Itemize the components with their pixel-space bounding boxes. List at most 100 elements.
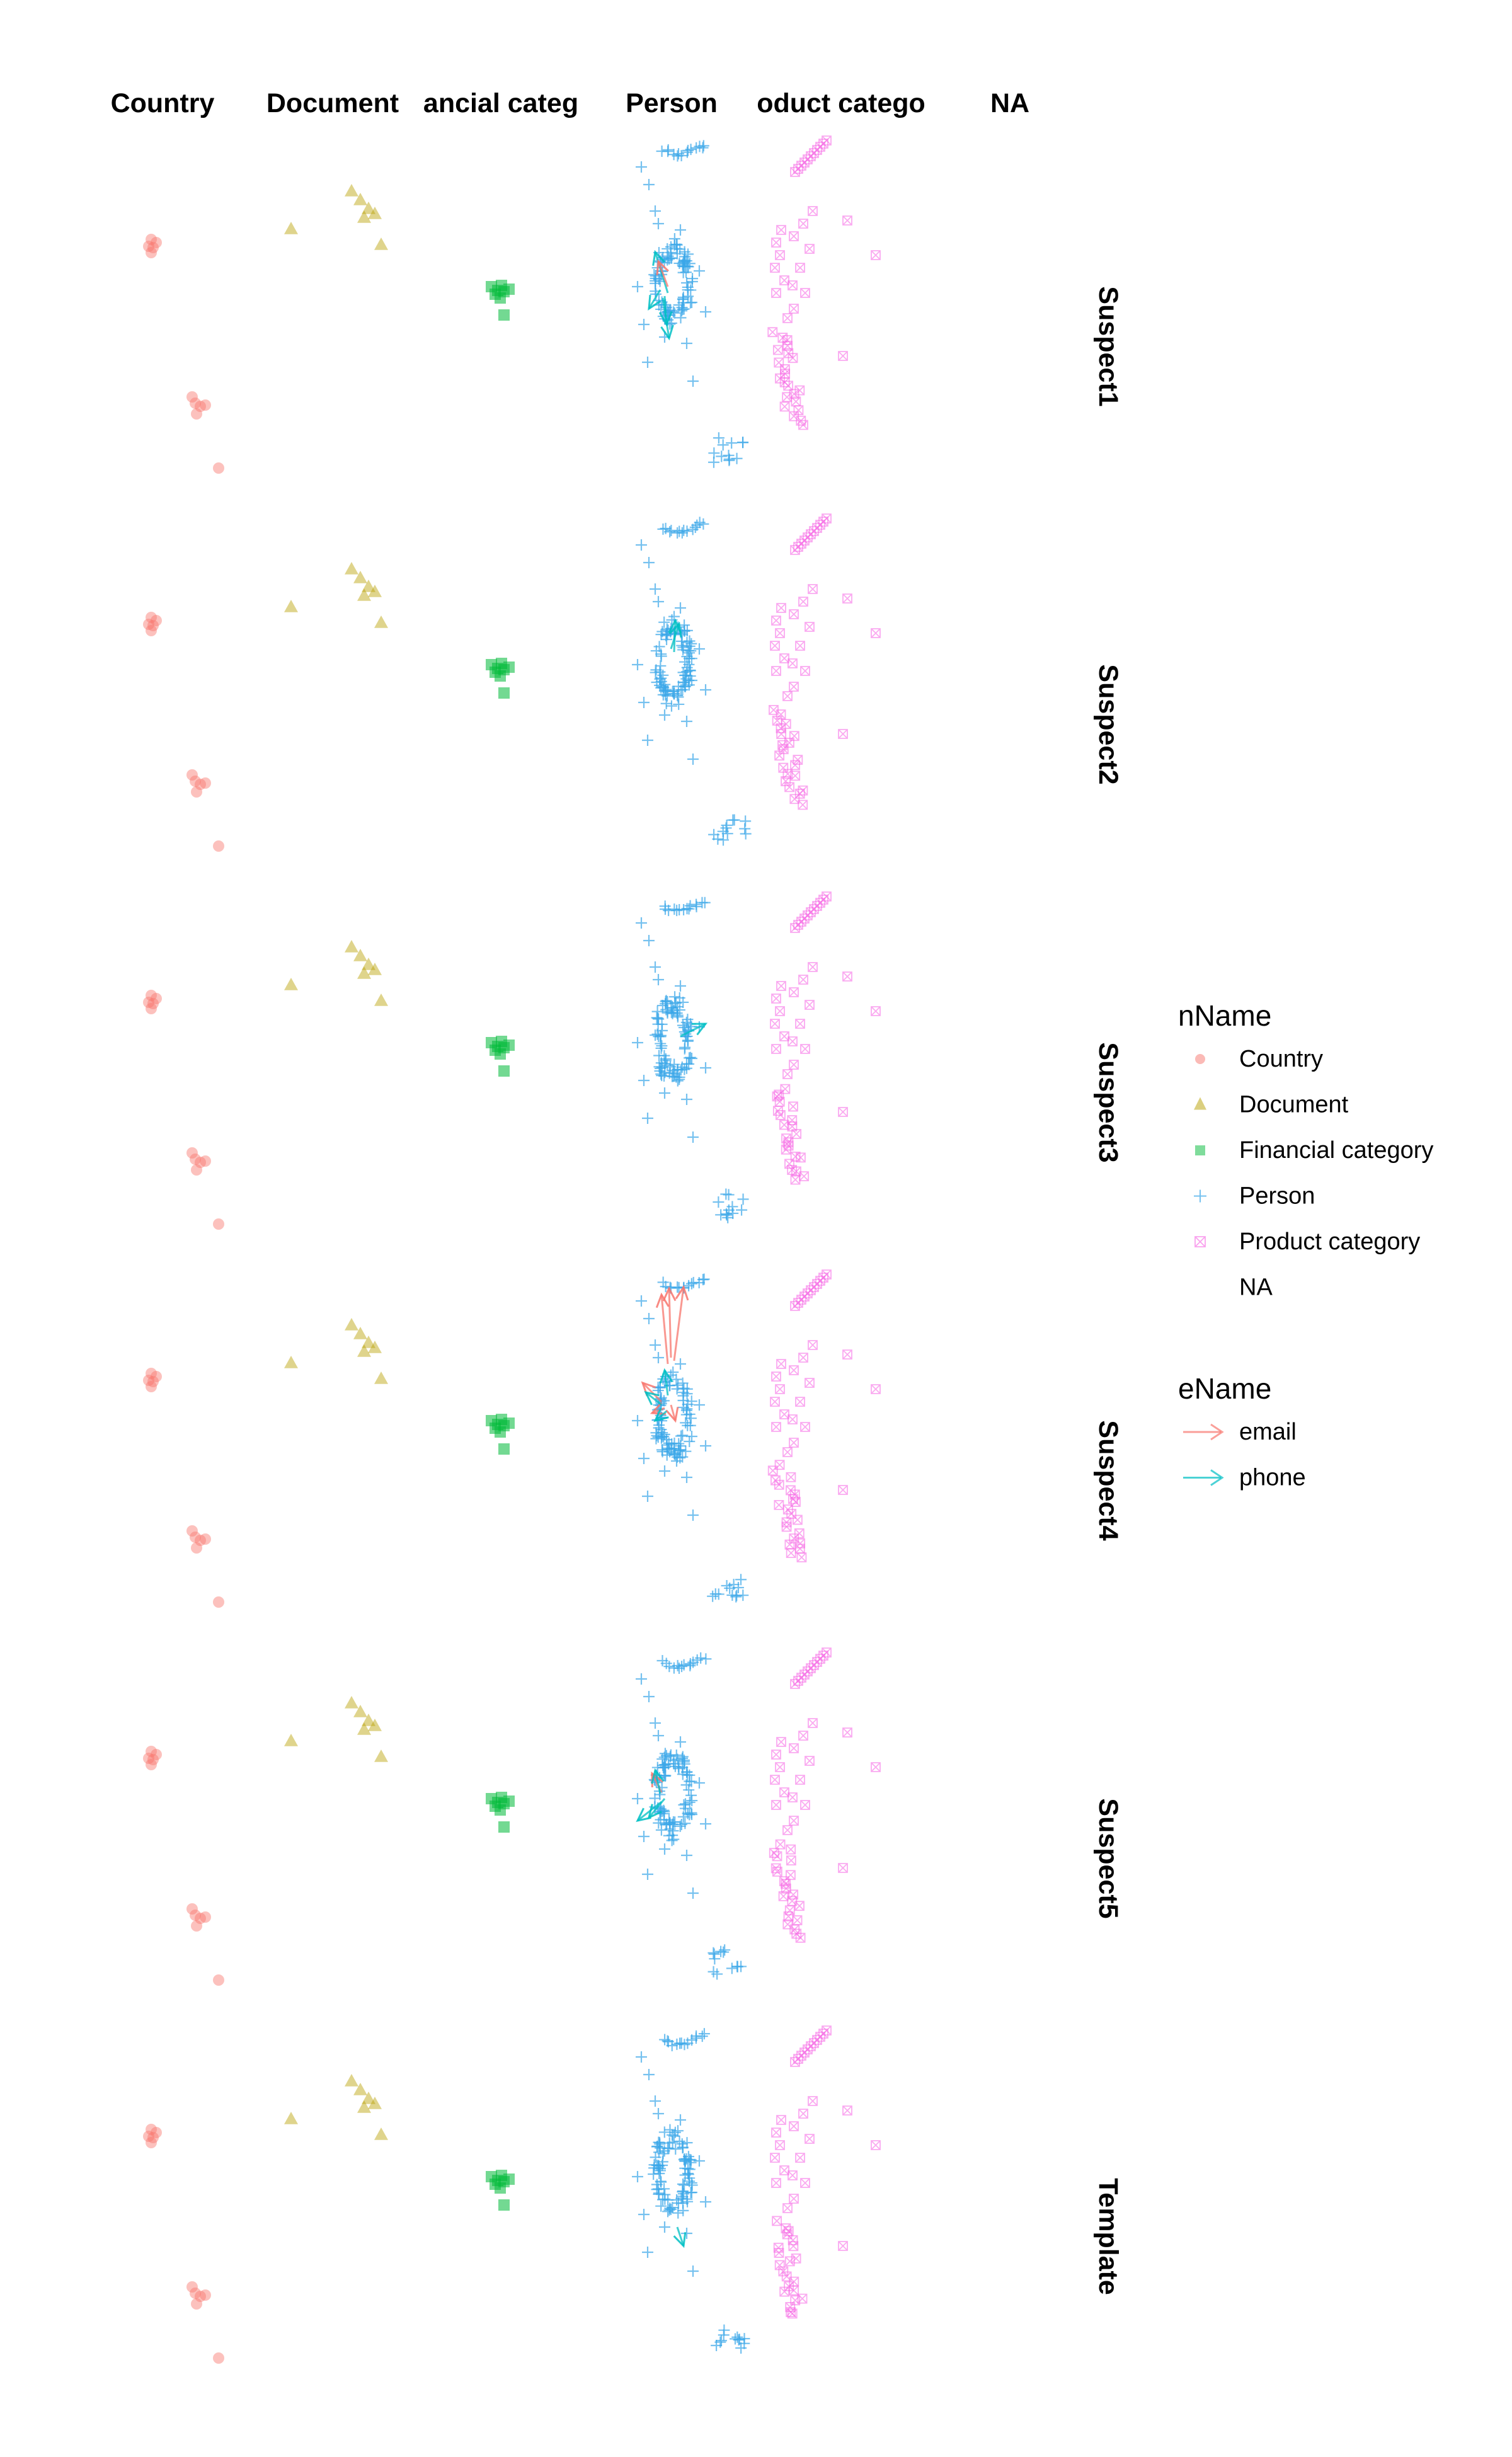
country-node xyxy=(190,2288,201,2299)
product-category-node xyxy=(798,2109,808,2119)
edge xyxy=(676,2226,685,2247)
product-category-node xyxy=(771,288,781,298)
financial-category-node xyxy=(503,1796,515,1807)
person-node xyxy=(731,1961,743,1973)
product-category-node xyxy=(842,971,852,982)
product-category-node xyxy=(800,288,810,298)
person-node xyxy=(664,1446,676,1458)
document-node xyxy=(368,2097,382,2109)
document-node xyxy=(362,2092,375,2104)
edge xyxy=(645,1391,662,1406)
product-category-node xyxy=(788,2241,799,2252)
edge-arrowhead xyxy=(655,1292,670,1309)
person-node xyxy=(687,2265,699,2277)
edge-arrowhead xyxy=(673,2231,687,2248)
person-node xyxy=(672,1075,684,1087)
person-node xyxy=(682,1014,694,1026)
country-node xyxy=(143,2131,154,2142)
country-node xyxy=(147,1376,159,1387)
document-node xyxy=(374,1750,388,1762)
person-node xyxy=(671,905,683,917)
country-node xyxy=(146,1759,157,1770)
country-node xyxy=(147,620,159,631)
person-node xyxy=(657,2148,669,2160)
product-category-node xyxy=(776,2115,786,2125)
person-node xyxy=(714,2336,726,2348)
person-node xyxy=(674,1452,686,1464)
person-node xyxy=(650,1339,661,1351)
person-node xyxy=(694,643,705,655)
person-node xyxy=(707,1590,719,1602)
column-label: Country xyxy=(111,88,215,118)
person-node xyxy=(655,1062,667,1074)
person-node xyxy=(650,583,661,595)
country-node xyxy=(186,391,198,403)
product-category-node xyxy=(871,2140,881,2150)
product-category-node xyxy=(782,1069,793,1079)
legend-key xyxy=(1195,1145,1205,1155)
product-category-node xyxy=(776,981,786,991)
facet-panels xyxy=(143,135,881,2364)
person-node xyxy=(659,1748,671,1760)
product-category-node xyxy=(775,250,785,260)
person-node xyxy=(700,306,711,318)
product-category-node xyxy=(775,1006,785,1016)
person-node xyxy=(667,1366,679,1378)
person-node xyxy=(740,815,752,827)
country-node xyxy=(147,2132,159,2143)
person-node xyxy=(658,1761,670,1773)
person-node xyxy=(632,1793,643,1804)
product-category-node xyxy=(770,1019,780,1029)
person-node xyxy=(656,1427,668,1439)
product-category-node xyxy=(781,719,791,730)
product-category-node xyxy=(842,215,852,226)
person-node xyxy=(664,1818,676,1830)
edge-arrowhead xyxy=(644,1390,660,1406)
document-node xyxy=(357,2100,371,2113)
product-category-node xyxy=(772,2216,782,2226)
product-category-node xyxy=(788,1036,798,1046)
person-node xyxy=(653,641,665,653)
country-node xyxy=(200,1533,211,1545)
product-category-node xyxy=(795,1932,806,1943)
person-node xyxy=(650,961,661,973)
product-category-node xyxy=(786,1844,796,1855)
product-category-node xyxy=(838,2241,848,2251)
person-node xyxy=(687,375,699,387)
person-node xyxy=(676,1061,688,1073)
product-category-node xyxy=(784,782,794,793)
country-node xyxy=(146,1746,157,1757)
person-node xyxy=(676,527,688,539)
person-node xyxy=(737,437,749,449)
facet-row-panel xyxy=(143,891,881,1230)
person-node xyxy=(697,140,709,152)
person-node xyxy=(684,900,696,912)
product-category-node xyxy=(778,762,789,773)
country-node xyxy=(190,1910,201,1921)
product-category-node xyxy=(795,2153,805,2163)
financial-category-node xyxy=(495,1426,506,1438)
product-category-node xyxy=(774,1096,785,1107)
edge-arrowhead xyxy=(636,1807,651,1823)
legend-key xyxy=(1194,1189,1206,1203)
person-node xyxy=(726,437,738,449)
person-node xyxy=(686,675,697,686)
person-node xyxy=(669,2126,681,2138)
product-category-node xyxy=(775,628,785,638)
person-node xyxy=(686,1795,698,1807)
edge xyxy=(648,289,662,309)
person-node xyxy=(656,626,668,638)
product-category-node xyxy=(789,1816,799,1826)
product-category-node xyxy=(789,682,799,692)
product-category-node xyxy=(776,1737,786,1747)
person-node xyxy=(686,297,697,308)
financial-category-node xyxy=(498,2199,510,2211)
person-node xyxy=(677,2141,689,2153)
country-node xyxy=(213,840,224,852)
person-node xyxy=(721,820,733,832)
person-node xyxy=(643,2069,655,2080)
country-node xyxy=(147,1754,159,1765)
row-label: Suspect5 xyxy=(1093,1798,1123,1918)
product-category-node xyxy=(779,2165,789,2175)
